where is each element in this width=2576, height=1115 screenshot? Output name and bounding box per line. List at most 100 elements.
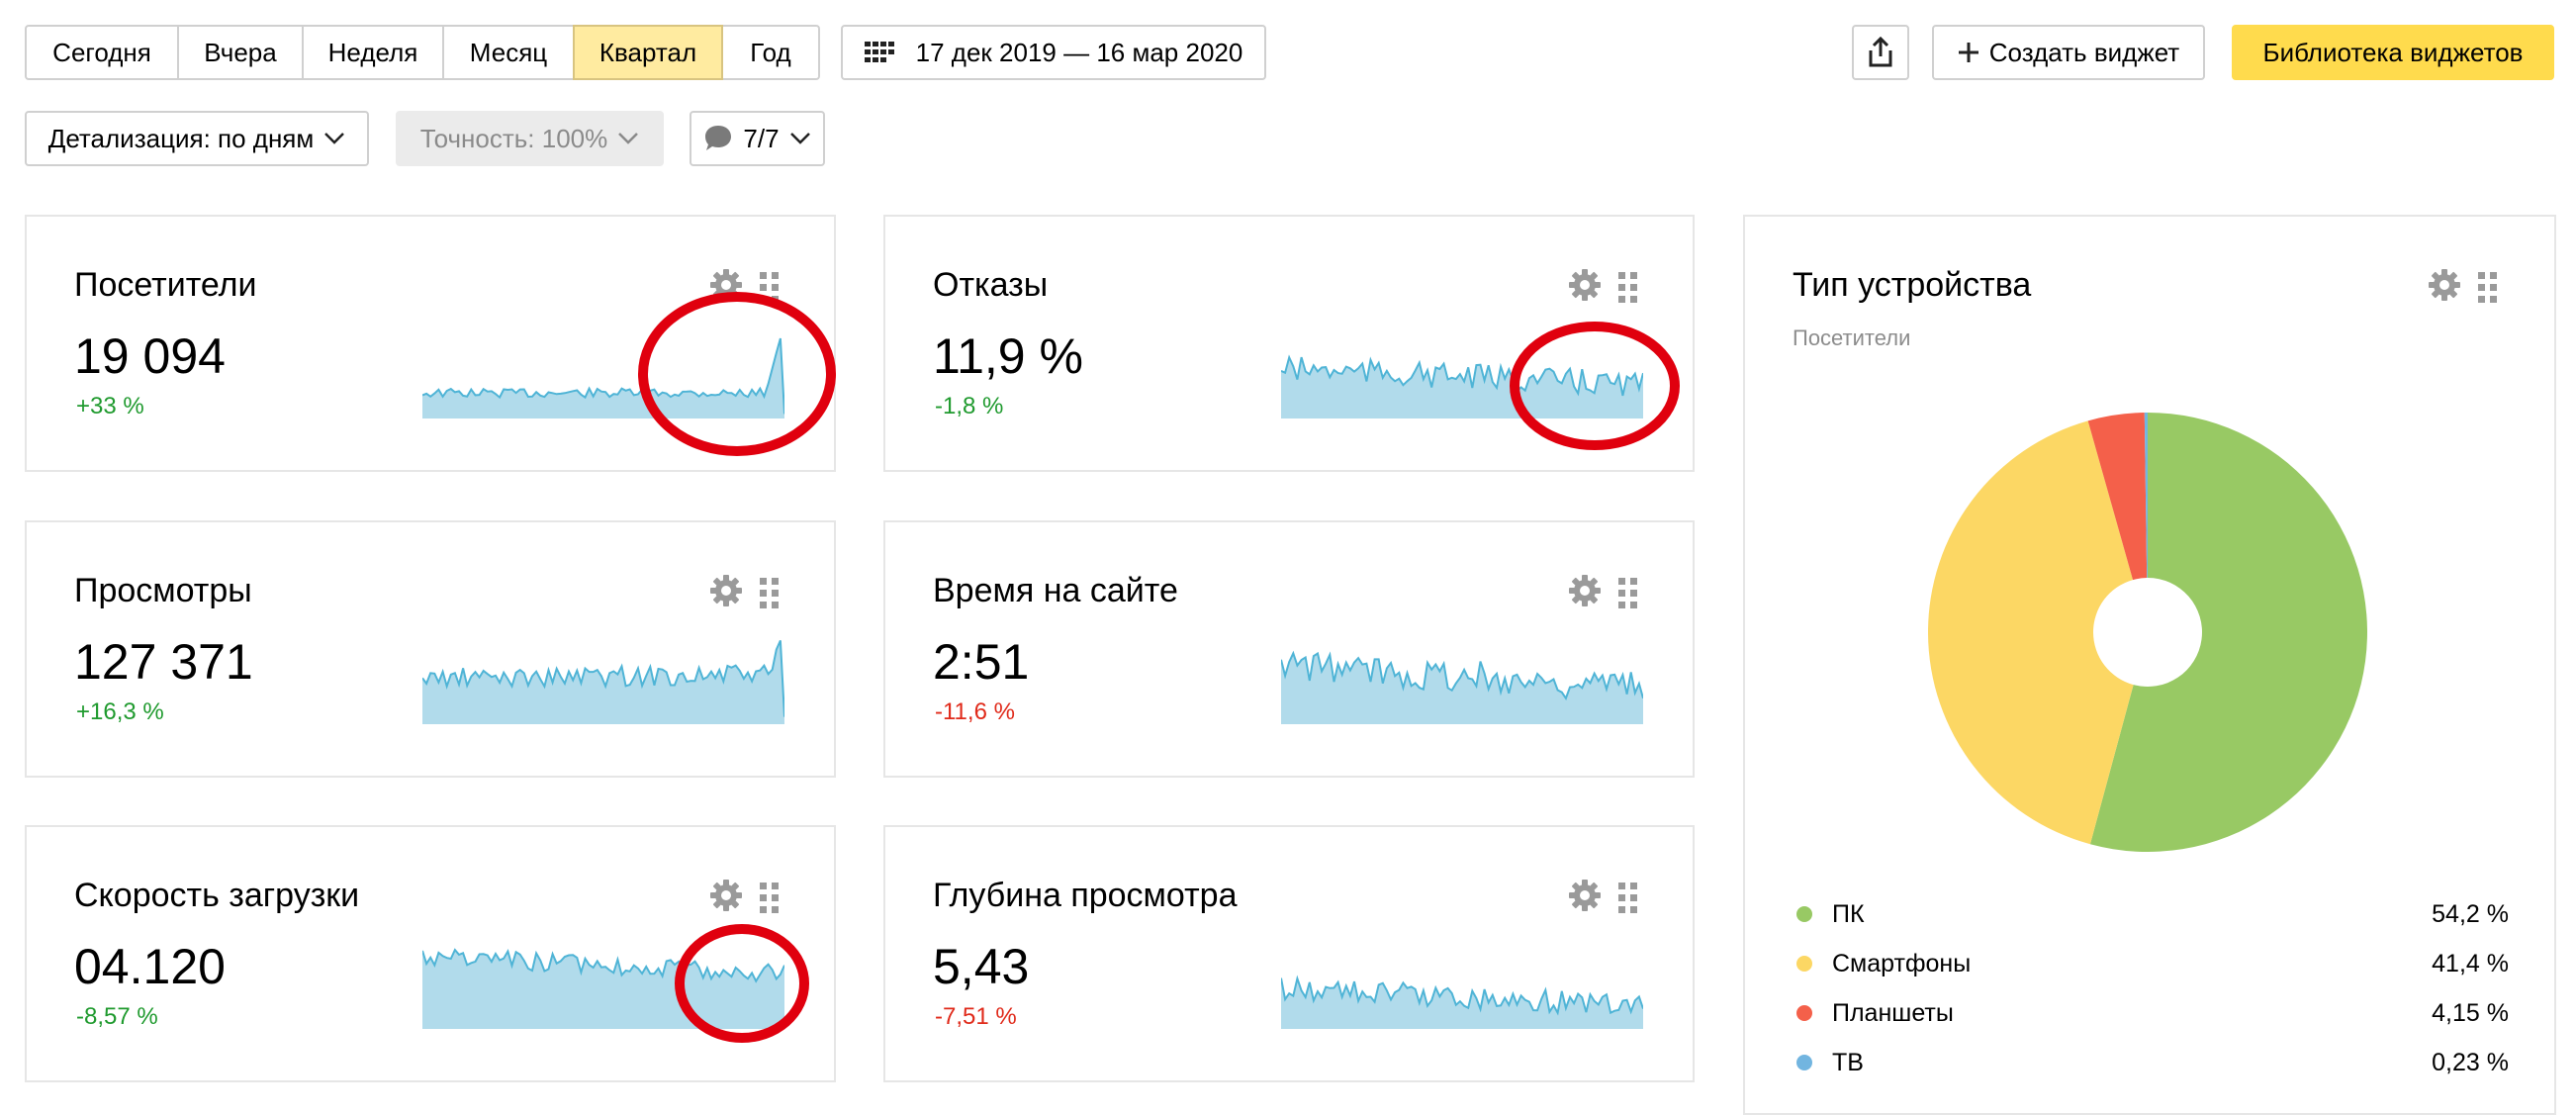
sparkline-pageviews	[422, 639, 784, 724]
widget-value: 127 371	[74, 634, 253, 690]
sparkline-bounces	[1281, 354, 1643, 418]
legend-item-tablets[interactable]: Планшеты 4,15 %	[1796, 993, 2509, 1033]
sparkline-speed	[422, 948, 784, 1029]
create-widget-button[interactable]: Создать виджет	[1932, 25, 2205, 80]
legend-value: 41,4 %	[2432, 949, 2509, 977]
widget-subtitle: Посетители	[1793, 325, 1911, 350]
donut-slice-Планшеты[interactable]	[2087, 413, 2148, 581]
accuracy-dropdown[interactable]: Точность: 100%	[396, 111, 664, 166]
period-yesterday-button[interactable]: Вчера	[177, 25, 304, 80]
donut-slice-Смартфоны[interactable]	[1928, 420, 2134, 845]
drag-handle-icon[interactable]	[1617, 882, 1639, 915]
comment-icon	[705, 126, 732, 150]
widget-value: 04.120	[74, 939, 226, 994]
widget-bounces: Отказы 11,9 % -1,8 %	[883, 215, 1695, 472]
legend-dot	[1796, 1005, 1812, 1021]
drag-handle-icon[interactable]	[1617, 271, 1639, 305]
segments-dropdown[interactable]: 7/7	[690, 111, 825, 166]
legend-label: ТВ	[1832, 1048, 1864, 1076]
create-widget-label: Создать виджет	[1988, 37, 2180, 67]
widget-value: 5,43	[933, 939, 1030, 994]
sparkline-line	[1281, 975, 1643, 1016]
sparkline-time	[1281, 650, 1643, 724]
widget-value: 11,9 %	[933, 328, 1083, 384]
widget-title: Глубина просмотра	[933, 877, 1238, 914]
chevron-down-icon	[618, 133, 639, 144]
legend-value: 54,2 %	[2432, 899, 2509, 928]
widget-title: Посетители	[74, 266, 257, 304]
chevron-down-icon	[789, 133, 810, 144]
widget-title: Тип устройства	[1793, 266, 2032, 304]
legend-item-pc[interactable]: ПК 54,2 %	[1796, 894, 2509, 934]
widget-delta: -1,8 %	[935, 393, 1004, 419]
donut-slice-ТВ[interactable]	[2144, 413, 2148, 579]
gear-icon[interactable]	[1568, 574, 1602, 607]
period-quarter-button[interactable]: Квартал	[573, 25, 723, 80]
legend-item-smartphones[interactable]: Смартфоны 41,4 %	[1796, 944, 2509, 983]
widget-delta: +33 %	[76, 393, 144, 419]
widget-visitors: Посетители 19 094 +33 %	[25, 215, 836, 472]
detail-dropdown[interactable]: Детализация: по дням	[25, 111, 369, 166]
drag-handle-icon[interactable]	[1617, 577, 1639, 610]
sparkline-line	[1281, 650, 1643, 700]
legend-dot	[1796, 906, 1812, 922]
widget-title: Время на сайте	[933, 572, 1178, 609]
sparkline-visitors	[422, 337, 784, 418]
sparkline-area	[422, 950, 784, 1029]
widget-title: Просмотры	[74, 572, 252, 609]
legend-dot	[1796, 1055, 1812, 1070]
legend-label: ПК	[1832, 899, 1865, 928]
gear-icon[interactable]	[1568, 879, 1602, 912]
drag-handle-icon[interactable]	[759, 577, 781, 610]
widget-view-depth: Глубина просмотра 5,43 -7,51 %	[883, 825, 1695, 1082]
period-week-button[interactable]: Неделя	[302, 25, 444, 80]
widget-time-on-site: Время на сайте 2:51 -11,6 %	[883, 520, 1695, 778]
accuracy-label: Точность: 100%	[419, 123, 608, 153]
gear-icon[interactable]	[709, 879, 743, 912]
export-button[interactable]	[1852, 25, 1909, 80]
drag-handle-icon[interactable]	[759, 271, 781, 305]
sparkline-area	[1281, 977, 1643, 1029]
widget-library-label: Библиотека виджетов	[2262, 37, 2524, 67]
gear-icon[interactable]	[2428, 268, 2461, 302]
widget-delta: +16,3 %	[76, 698, 164, 725]
period-month-button[interactable]: Месяц	[442, 25, 575, 80]
share-icon	[1869, 37, 1892, 67]
widget-value: 19 094	[74, 328, 226, 384]
legend-item-tv[interactable]: ТВ 0,23 %	[1796, 1043, 2509, 1082]
chevron-down-icon	[324, 133, 345, 144]
date-range-label: 17 дек 2019 — 16 мар 2020	[915, 37, 1243, 67]
period-today-button[interactable]: Сегодня	[25, 25, 179, 80]
drag-handle-icon[interactable]	[759, 882, 781, 915]
legend-label: Планшеты	[1832, 998, 1954, 1027]
sparkline-line	[422, 639, 784, 717]
plus-icon	[1958, 43, 1978, 62]
sparkline-area	[1281, 357, 1643, 418]
widget-delta: -7,51 %	[935, 1003, 1017, 1030]
widget-device-type: Тип устройства Посетители ПК 54,2 % Смар…	[1743, 215, 2556, 1115]
widget-title: Скорость загрузки	[74, 877, 360, 914]
gear-icon[interactable]	[709, 268, 743, 302]
widget-pageviews: Просмотры 127 371 +16,3 %	[25, 520, 836, 778]
calendar-icon	[864, 42, 894, 62]
date-range-picker[interactable]: 17 дек 2019 — 16 мар 2020	[841, 25, 1266, 80]
widget-delta: -8,57 %	[76, 1003, 158, 1030]
gear-icon[interactable]	[709, 574, 743, 607]
period-selector: Сегодня Вчера Неделя Месяц Квартал Год	[25, 25, 820, 80]
period-year-button[interactable]: Год	[721, 25, 820, 80]
legend-value: 0,23 %	[2432, 1048, 2509, 1076]
sparkline-area	[422, 338, 784, 418]
detail-label: Детализация: по дням	[47, 123, 315, 153]
widget-library-button[interactable]: Библиотека виджетов	[2232, 25, 2554, 80]
gear-icon[interactable]	[1568, 268, 1602, 302]
sparkline-depth	[1281, 975, 1643, 1029]
device-donut-chart	[1928, 413, 2367, 852]
widget-load-speed: Скорость загрузки 04.120 -8,57 %	[25, 825, 836, 1082]
widget-value: 2:51	[933, 634, 1030, 690]
legend-dot	[1796, 956, 1812, 972]
donut-slice-ПК[interactable]	[2089, 413, 2367, 852]
widget-title: Отказы	[933, 266, 1049, 304]
drag-handle-icon[interactable]	[2477, 271, 2499, 305]
legend-label: Смартфоны	[1832, 949, 1972, 977]
legend-value: 4,15 %	[2432, 998, 2509, 1027]
